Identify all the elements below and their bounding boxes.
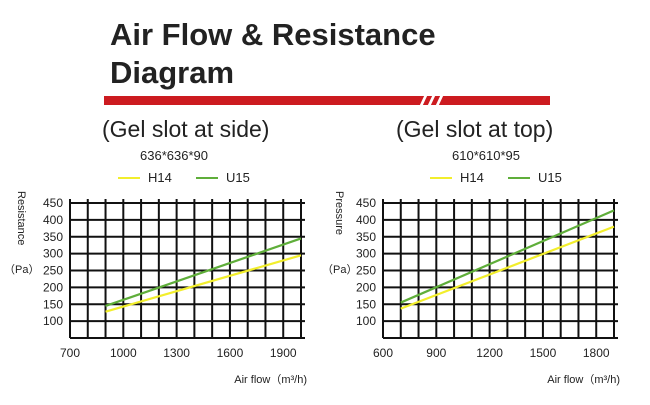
x-tick-label: 1500 [530,346,557,360]
legend-label-h14: H14 [148,170,172,185]
y-tick-label: 350 [356,230,376,244]
y-axis-unit: （Pa） [322,263,357,276]
y-tick-label: 300 [356,247,376,261]
chart-title: (Gel slot at side) [102,116,270,142]
y-tick-label: 200 [356,280,376,294]
x-tick-label: 1300 [163,346,190,360]
y-tick-label: 100 [43,314,63,328]
y-tick-label: 400 [43,213,63,227]
y-tick-label: 100 [356,314,376,328]
y-axis-label: Resistance [15,191,27,245]
series-line-u15 [105,237,302,307]
x-axis-label: Air flow（m³/h) [547,373,620,386]
title-underline-bar [104,94,550,107]
y-tick-label: 150 [356,297,376,311]
x-tick-label: 600 [373,346,393,360]
y-tick-label: 450 [356,196,376,210]
legend-label-u15: U15 [538,170,562,185]
y-tick-label: 250 [356,264,376,278]
x-axis-label: Air flow（m³/h) [234,373,307,386]
y-tick-label: 250 [43,264,63,278]
chart-subtitle: 636*636*90 [140,148,208,163]
x-tick-label: 1900 [270,346,297,360]
chart-svg: 100 150 200 250 300 350 400 450 600 900 1200 1500 18… [322,170,620,386]
x-tick-label: 1600 [217,346,244,360]
chart-title: (Gel slot at top) [396,116,554,142]
y-tick-label: 300 [43,247,63,261]
chart-gel-slot-side: (Gel slot at side) 636*636*90 100 150 200 2… [0,116,325,403]
legend-label-u15: U15 [226,170,250,185]
x-tick-label: 900 [426,346,446,360]
chart-gel-slot-top: (Gel slot at top) 610*610*95 100 150 200 25… [318,116,643,403]
x-tick-label: 1000 [110,346,137,360]
y-tick-label: 200 [43,280,63,294]
x-tick-label: 1200 [476,346,503,360]
x-tick-label: 1800 [583,346,610,360]
series-line-u15 [400,209,615,304]
chart-subtitle: 610*610*95 [452,148,520,163]
y-tick-label: 150 [43,297,63,311]
series-line-h14 [105,254,302,313]
y-tick-label: 450 [43,196,63,210]
y-axis-unit: （Pa） [4,263,39,276]
page-title: Air Flow & Resistance Diagram [110,17,436,90]
legend-label-h14: H14 [460,170,484,185]
chart-svg: 100 150 200 250 300 350 400 450 700 1000 1300 1600 1… [4,170,307,386]
y-tick-label: 350 [43,230,63,244]
x-tick-label: 700 [60,346,80,360]
y-tick-label: 400 [356,213,376,227]
series-line-h14 [400,225,615,310]
y-axis-label: Pressure [333,191,345,235]
